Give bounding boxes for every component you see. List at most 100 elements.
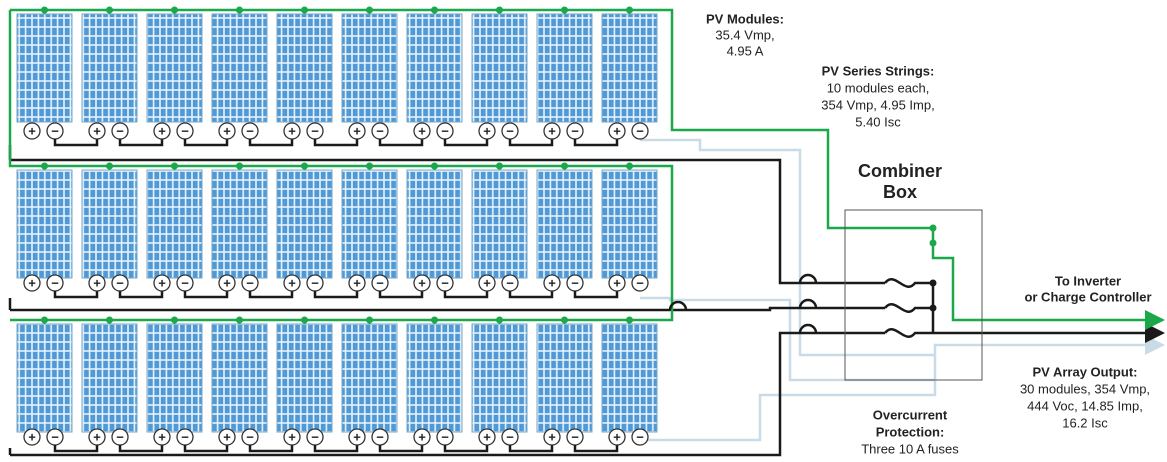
terminal-sign: + <box>28 275 36 290</box>
pv-module <box>341 13 398 123</box>
pv-module <box>406 13 463 123</box>
series-link <box>53 139 99 147</box>
terminal-sign: − <box>571 123 579 138</box>
module-tap <box>496 6 503 14</box>
terminal-sign: + <box>483 429 491 444</box>
terminal-sign: − <box>181 275 189 290</box>
terminal-sign: − <box>246 123 254 138</box>
pv-module <box>81 169 138 279</box>
pv-module <box>601 169 658 279</box>
terminal <box>543 122 561 140</box>
terminal-sign: + <box>613 429 621 444</box>
pv-module <box>211 13 268 123</box>
series-link <box>443 445 489 453</box>
terminal <box>608 428 626 446</box>
pv-module <box>276 169 333 279</box>
terminal-sign: − <box>506 275 514 290</box>
module-tap <box>496 316 503 324</box>
terminal-sign: − <box>51 123 59 138</box>
series-link <box>508 139 554 147</box>
terminal <box>413 428 431 446</box>
pv-module <box>16 13 73 123</box>
label-line: Protection: <box>876 424 945 439</box>
terminal <box>608 122 626 140</box>
terminal-sign: − <box>376 275 384 290</box>
terminal-sign: − <box>506 429 514 444</box>
terminal-sign: − <box>181 123 189 138</box>
terminal-sign: − <box>376 429 384 444</box>
module-tap <box>236 316 243 324</box>
terminal <box>153 122 171 140</box>
terminal <box>543 428 561 446</box>
pv-module <box>536 13 593 123</box>
series-link <box>248 139 294 147</box>
label-line: Overcurrent <box>873 407 948 422</box>
series-link <box>573 139 619 147</box>
terminal-sign: − <box>116 429 124 444</box>
terminal <box>88 122 106 140</box>
module-tap <box>561 6 568 14</box>
terminal-sign: − <box>636 275 644 290</box>
terminal <box>283 122 301 140</box>
label-line: 444 Voc, 14.85 Imp, <box>1027 398 1143 413</box>
terminal-sign: + <box>93 275 101 290</box>
terminal <box>88 428 106 446</box>
series-link <box>378 445 424 453</box>
module-tap <box>106 162 113 170</box>
terminal-sign: − <box>571 429 579 444</box>
terminal-sign: + <box>483 275 491 290</box>
pv-module <box>16 323 73 433</box>
module-tap <box>496 162 503 170</box>
terminal <box>543 274 561 292</box>
terminal-sign: − <box>311 123 319 138</box>
series-link <box>53 445 99 453</box>
terminal <box>283 428 301 446</box>
terminal-sign: + <box>483 123 491 138</box>
series-link <box>183 139 229 147</box>
terminal <box>631 274 649 292</box>
pv-module <box>276 323 333 433</box>
label-line: or Charge Controller <box>1024 289 1151 304</box>
module-tap <box>561 162 568 170</box>
terminal <box>348 428 366 446</box>
terminal-sign: − <box>571 275 579 290</box>
series-link <box>443 291 489 299</box>
label-line: Box <box>883 182 917 202</box>
module-tap <box>236 162 243 170</box>
series-link <box>508 291 554 299</box>
module-tap <box>366 162 373 170</box>
label-line: To Inverter <box>1055 273 1121 288</box>
series-link <box>118 291 164 299</box>
series-link <box>443 139 489 147</box>
terminal <box>413 122 431 140</box>
terminal-sign: − <box>376 123 384 138</box>
label-line: Three 10 A fuses <box>861 441 959 456</box>
terminal-sign: + <box>353 429 361 444</box>
pv-module <box>146 323 203 433</box>
label-line: 354 Vmp, 4.95 Imp, <box>821 97 934 112</box>
label-line: 10 modules each, <box>827 80 930 95</box>
series-link <box>118 445 164 453</box>
terminal <box>348 274 366 292</box>
series-link <box>313 139 359 147</box>
terminal-sign: − <box>181 429 189 444</box>
terminal-sign: + <box>223 275 231 290</box>
terminal-sign: + <box>548 123 556 138</box>
pv-module <box>471 323 528 433</box>
pv-module <box>81 13 138 123</box>
terminal <box>478 428 496 446</box>
terminal-sign: + <box>613 123 621 138</box>
terminal-sign: − <box>636 123 644 138</box>
series-link <box>248 445 294 453</box>
module-tap <box>626 162 633 170</box>
terminal-sign: + <box>223 429 231 444</box>
terminal <box>478 122 496 140</box>
pv-module <box>16 169 73 279</box>
label-heading: PV Modules: <box>706 11 784 26</box>
series-link <box>313 445 359 453</box>
pv-module <box>211 169 268 279</box>
terminal-sign: + <box>158 275 166 290</box>
pv-module <box>406 323 463 433</box>
terminal-sign: + <box>613 275 621 290</box>
pv-module <box>601 323 658 433</box>
